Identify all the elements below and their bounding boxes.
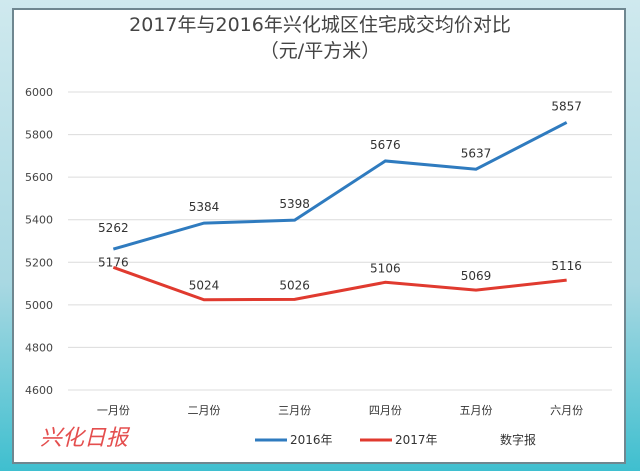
chart-card bbox=[12, 8, 626, 464]
y-tick-label: 4800 bbox=[25, 341, 53, 354]
data-label: 5069 bbox=[461, 269, 492, 283]
data-label: 5026 bbox=[279, 278, 310, 292]
chart-subtitle: （元/平方米） bbox=[259, 40, 381, 62]
data-label: 5262 bbox=[98, 221, 129, 235]
data-label: 5106 bbox=[370, 261, 401, 275]
y-tick-label: 5200 bbox=[25, 256, 53, 269]
data-label: 5024 bbox=[189, 279, 220, 293]
y-tick-label: 5600 bbox=[25, 171, 53, 184]
x-tick-label: 二月份 bbox=[188, 404, 221, 417]
x-tick-label: 三月份 bbox=[278, 404, 311, 417]
legend-label: 2017年 bbox=[395, 433, 438, 447]
data-label: 5676 bbox=[370, 138, 401, 152]
data-label: 5398 bbox=[279, 197, 310, 211]
y-tick-label: 4600 bbox=[25, 384, 53, 397]
series-line-2016年 bbox=[112, 121, 568, 251]
data-label: 5384 bbox=[189, 200, 220, 214]
x-tick-label: 一月份 bbox=[97, 404, 130, 417]
y-tick-label: 5400 bbox=[25, 214, 53, 227]
watermark-logo: 兴化日报 bbox=[40, 426, 129, 451]
chart-title: 2017年与2016年兴化城区住宅成交均价对比 bbox=[129, 14, 511, 36]
y-tick-label: 6000 bbox=[25, 86, 53, 99]
x-tick-label: 五月份 bbox=[460, 404, 493, 417]
y-tick-label: 5800 bbox=[25, 129, 53, 142]
x-tick-label: 四月份 bbox=[369, 404, 402, 417]
x-tick-label: 六月份 bbox=[550, 404, 583, 417]
data-label: 5176 bbox=[98, 255, 129, 269]
y-tick-label: 5000 bbox=[25, 299, 53, 312]
series-line-2017年 bbox=[112, 265, 567, 302]
data-label: 5116 bbox=[551, 259, 582, 273]
watermark-text: 数字报 bbox=[500, 433, 537, 447]
data-label: 5857 bbox=[551, 99, 582, 113]
legend-label: 2016年 bbox=[290, 433, 333, 447]
data-label: 5637 bbox=[461, 146, 492, 160]
